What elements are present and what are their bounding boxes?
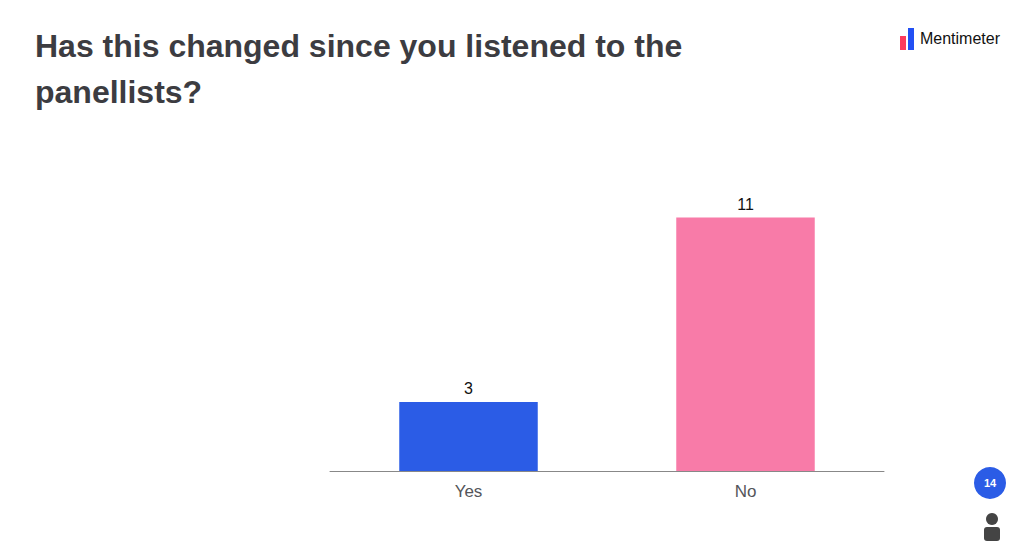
svg-text:11: 11 xyxy=(737,196,754,213)
svg-text:panellists?: panellists? xyxy=(35,74,202,110)
svg-text:Mentimeter: Mentimeter xyxy=(920,30,1001,47)
svg-text:Has this changed since you lis: Has this changed since you listened to t… xyxy=(35,28,682,64)
svg-text:3: 3 xyxy=(464,380,473,397)
svg-text:No: No xyxy=(735,482,757,501)
svg-text:Yes: Yes xyxy=(455,482,483,501)
svg-text:14: 14 xyxy=(984,477,997,489)
